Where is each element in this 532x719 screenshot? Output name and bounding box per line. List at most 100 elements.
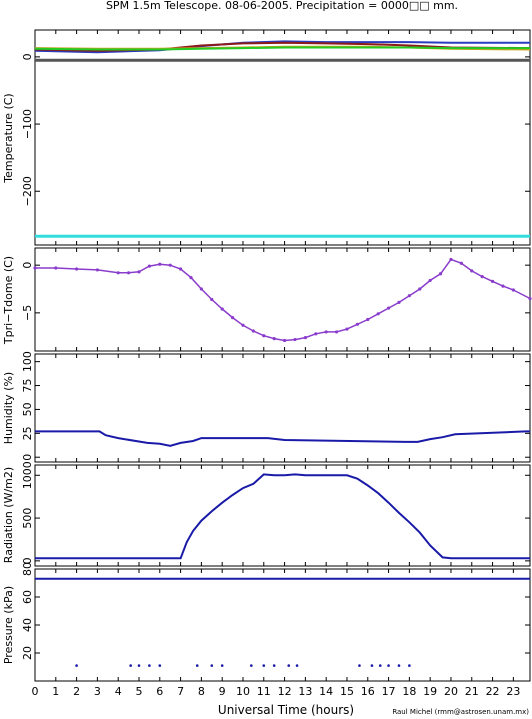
x-tick-label: 11: [257, 685, 271, 698]
tpri-tdome-series-line: [35, 258, 531, 342]
tpri-tdome-data-point: [241, 323, 245, 327]
pressure-data-point: [137, 664, 141, 667]
tpri-tdome-frame: [34, 247, 531, 352]
pressure-data-point: [195, 664, 199, 667]
tpri-tdome-data-point: [449, 257, 453, 262]
tpri-tdome-data-point: [199, 287, 203, 291]
tpri-tdome-data-point: [74, 267, 79, 271]
pressure-data-point: [272, 664, 276, 667]
tpri-tdome-data-point: [168, 263, 172, 267]
tpri-tdome-data-point: [147, 264, 151, 268]
tpri-tdome-ytick-label: 0: [21, 262, 34, 269]
pressure-frame: [34, 568, 531, 682]
tpri-tdome-data-point: [95, 268, 99, 272]
humidity-y-axis-label: Humidity (%): [2, 372, 15, 444]
pressure-data-point: [148, 664, 151, 667]
humidity-ytick-label: 25: [21, 426, 34, 440]
x-tick-label: 8: [198, 685, 205, 698]
tpri-tdome-data-point: [282, 338, 287, 343]
pressure-data-point: [250, 664, 253, 667]
humidity-ytick-label: 50: [21, 402, 34, 416]
tpri-tdome-data-point: [324, 330, 328, 334]
tpri-tdome-data-point: [407, 294, 411, 298]
tpri-tdome-data-point: [490, 279, 495, 283]
tpri-tdome-data-point: [137, 270, 141, 274]
tpri-tdome-data-point: [418, 287, 422, 291]
tpri-tdome-panel: 0 −5 Tpri−Tdome (C): [2, 247, 532, 352]
x-tick-label: 10: [236, 685, 250, 698]
x-tick-label: 9: [219, 685, 226, 698]
author-credit: Raul Michel (rmm@astrosen.unam.mx): [392, 708, 529, 716]
tpri-tdome-data-point: [230, 316, 235, 320]
tpri-tdome-data-point: [366, 317, 370, 322]
radiation-panel: 0 500 1000 Radiation (W/m2): [2, 461, 531, 567]
pressure-ytick-label: 20: [21, 646, 34, 660]
tpri-tdome-ytick-label: −5: [21, 305, 34, 321]
tpri-tdome-data-point: [189, 275, 193, 280]
tpri-tdome-data-point: [178, 267, 183, 271]
x-tick-label: 19: [423, 685, 437, 698]
tpri-tdome-data-point: [345, 327, 349, 331]
tpri-tdome-data-point: [303, 336, 307, 340]
x-tick-label: 3: [94, 685, 101, 698]
figure-title: SPM 1.5m Telescope. 08-06-2005. Precipit…: [106, 0, 458, 12]
tpri-tdome-data-point: [511, 288, 515, 292]
pressure-data-point: [262, 664, 266, 667]
radiation-frame: [34, 464, 531, 567]
x-axis-label: Universal Time (hours): [218, 703, 354, 717]
radiation-series-0: [35, 473, 530, 560]
x-tick-label: 7: [177, 685, 184, 698]
tpri-tdome-data-point: [428, 278, 432, 283]
x-tick-label: 14: [319, 685, 333, 698]
humidity-ytick-label: 100: [21, 351, 34, 372]
radiation-y-axis-label: Radiation (W/m2): [2, 467, 15, 563]
tpri-tdome-data-point: [438, 272, 443, 276]
radiation-ytick-label: 0: [21, 557, 34, 564]
tpri-tdome-data-point: [54, 266, 58, 270]
pressure-data-point: [129, 664, 132, 667]
humidity-ytick-label: 0: [21, 454, 34, 461]
pressure-data-point: [220, 664, 224, 667]
x-tick-label: 16: [361, 685, 375, 698]
x-tick-label: 21: [465, 685, 479, 698]
tpri-tdome-data-point: [293, 337, 297, 342]
x-tick-label: 13: [298, 685, 312, 698]
tpri-tdome-data-point: [376, 312, 380, 316]
tpri-tdome-data-point: [314, 332, 318, 336]
pressure-data-point: [295, 664, 299, 667]
temperature-ytick-label: −100: [21, 109, 34, 139]
pressure-ytick-label: 40: [21, 618, 34, 632]
tpri-tdome-data-point: [334, 330, 339, 334]
x-tick-label: 15: [340, 685, 354, 698]
x-tick-label: 12: [278, 685, 292, 698]
x-tick-label: 0: [32, 685, 39, 698]
pressure-data-point: [378, 664, 382, 667]
temperature-y-axis-label: Temperature (C): [2, 93, 15, 183]
pressure-data-point: [210, 664, 214, 667]
humidity-ytick-label: 75: [21, 379, 34, 393]
tpri-tdome-data-point: [501, 284, 505, 288]
pressure-data-point: [397, 664, 401, 667]
x-axis-ticks: 0 1 2 3 4 5 6 7 8 9 10 11 12 13 14 15 16 17 18 19 20 21 22 23: [32, 685, 521, 698]
tpri-tdome-data-point: [210, 297, 214, 302]
pressure-panel: 20 40 60 80 Pressure (kPa): [2, 562, 531, 682]
tpri-tdome-data-point: [397, 300, 401, 304]
x-tick-label: 5: [135, 685, 142, 698]
tpri-tdome-data-point: [480, 275, 484, 279]
tpri-tdome-y-axis-label: Tpri−Tdome (C): [2, 256, 15, 345]
pressure-data-point: [358, 664, 361, 667]
tpri-tdome-data-point: [158, 262, 162, 266]
x-tick-label: 6: [156, 685, 163, 698]
temperature-frame: [34, 29, 531, 246]
x-tick-label: 22: [486, 685, 500, 698]
x-tick-label: 18: [402, 685, 416, 698]
tpri-tdome-data-point: [33, 266, 37, 270]
x-tick-label: 20: [444, 685, 458, 698]
tpri-tdome-data-point: [220, 307, 224, 311]
tpri-tdome-data-point: [355, 322, 359, 326]
pressure-data-point: [158, 664, 162, 667]
tpri-tdome-data-point: [251, 329, 255, 333]
x-tick-label: 23: [506, 685, 520, 698]
humidity-series-0: [35, 430, 530, 447]
